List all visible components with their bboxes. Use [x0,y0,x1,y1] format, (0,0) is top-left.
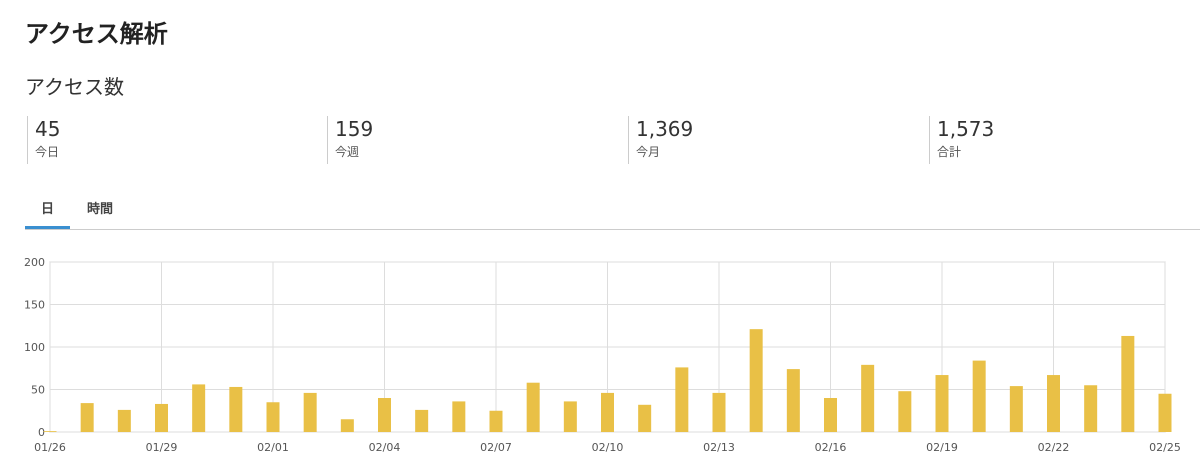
stat-value: 1,369 [636,117,694,141]
bar [749,329,763,432]
x-tick-label: 02/19 [926,441,958,454]
bar [340,419,354,432]
stat-label: 今日 [35,145,60,159]
y-tick-label: 100 [24,341,45,354]
stat: 159 今週 [327,116,615,164]
bar [601,392,614,432]
bar [1158,393,1172,432]
x-tick-label: 01/26 [34,441,66,454]
x-tick-label: 02/25 [1149,441,1181,454]
tab[interactable]: 日 [25,198,70,229]
bar [861,364,875,432]
bar [117,409,131,432]
page-title: アクセス解析 [25,20,168,48]
stat-value: 1,573 [937,117,995,141]
bar [1009,386,1023,432]
bar [229,386,243,432]
bar [303,392,317,432]
x-tick-label: 01/29 [146,441,178,454]
bar [563,401,577,432]
tabs: 日 時間 [25,190,1200,230]
bar [415,409,429,432]
bar [712,392,726,432]
stat: 45 今日 [27,116,315,164]
bar [675,367,689,432]
bar [824,398,837,432]
x-tick-label: 02/22 [1038,441,1070,454]
stat-label: 今週 [335,145,360,159]
bar [1121,335,1135,432]
y-tick-label: 0 [38,426,45,439]
bar [1084,385,1098,432]
section-title: アクセス数 [25,75,124,99]
x-tick-label: 02/07 [480,441,512,454]
y-tick-label: 200 [24,256,45,269]
bar [192,384,206,432]
bar [898,391,912,432]
bar [786,369,800,432]
stat: 1,573 合計 [929,116,1200,164]
stat-value: 159 [335,117,374,141]
x-tick-label: 02/16 [815,441,847,454]
x-tick-label: 02/10 [592,441,624,454]
stat: 1,369 今月 [628,116,916,164]
bar [43,431,57,432]
bar [378,398,391,432]
x-tick-label: 02/01 [257,441,289,454]
x-tick-label: 02/04 [369,441,401,454]
x-tick-label: 02/13 [703,441,735,454]
chart: 0 50 100 150 200 01/26 01/29 02/01 02/04 02/07 02/… [24,256,1181,454]
bar [526,382,540,432]
bar [80,403,94,432]
y-tick-label: 150 [24,299,45,312]
stat-label: 合計 [937,145,962,159]
bar [489,410,503,432]
bar [638,404,652,432]
bar [935,375,949,432]
tab[interactable]: 時間 [87,202,114,217]
bar [452,401,466,432]
y-tick-label: 50 [31,384,45,397]
bar [155,403,168,432]
stat-value: 45 [35,117,61,141]
bar [972,360,986,432]
stat-label: 今月 [636,145,661,159]
bar [1047,375,1060,432]
bar [266,402,280,432]
